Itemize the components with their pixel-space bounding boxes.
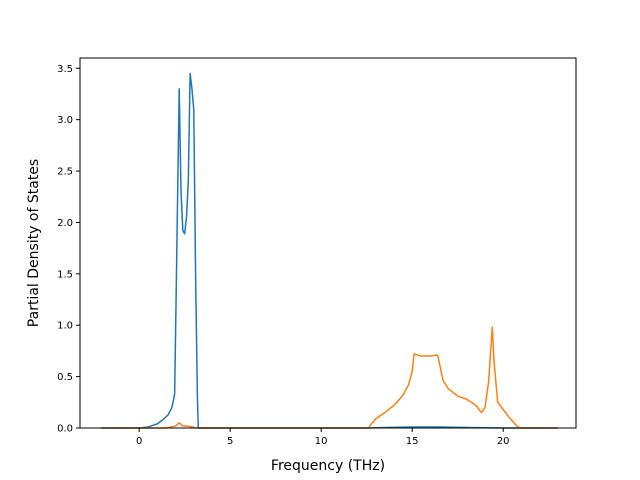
- y-tick-label: 1.0: [57, 321, 73, 332]
- x-axis-ticks: 0 5 10 15 20: [136, 428, 510, 447]
- x-tick-label: 5: [227, 436, 233, 447]
- y-axis-ticks: 0.0 0.5 1.0 1.5 2.0 2.5 3.0 3.5: [57, 64, 80, 435]
- x-tick-label: 0: [136, 436, 142, 447]
- x-tick-label: 10: [315, 436, 328, 447]
- y-tick-label: 0.5: [57, 372, 73, 383]
- y-tick-label: 1.5: [57, 269, 73, 280]
- x-axis-label: Frequency (THz): [271, 458, 385, 474]
- y-tick-label: 3.5: [57, 64, 73, 75]
- y-tick-label: 3.0: [57, 115, 73, 126]
- x-tick-label: 15: [406, 436, 419, 447]
- y-tick-label: 2.0: [57, 218, 73, 229]
- y-tick-label: 2.5: [57, 167, 73, 178]
- y-tick-label: 0.0: [57, 424, 73, 435]
- x-tick-label: 20: [497, 436, 510, 447]
- plot-frame: [79, 57, 577, 429]
- y-axis-label: Partial Density of States: [26, 159, 42, 327]
